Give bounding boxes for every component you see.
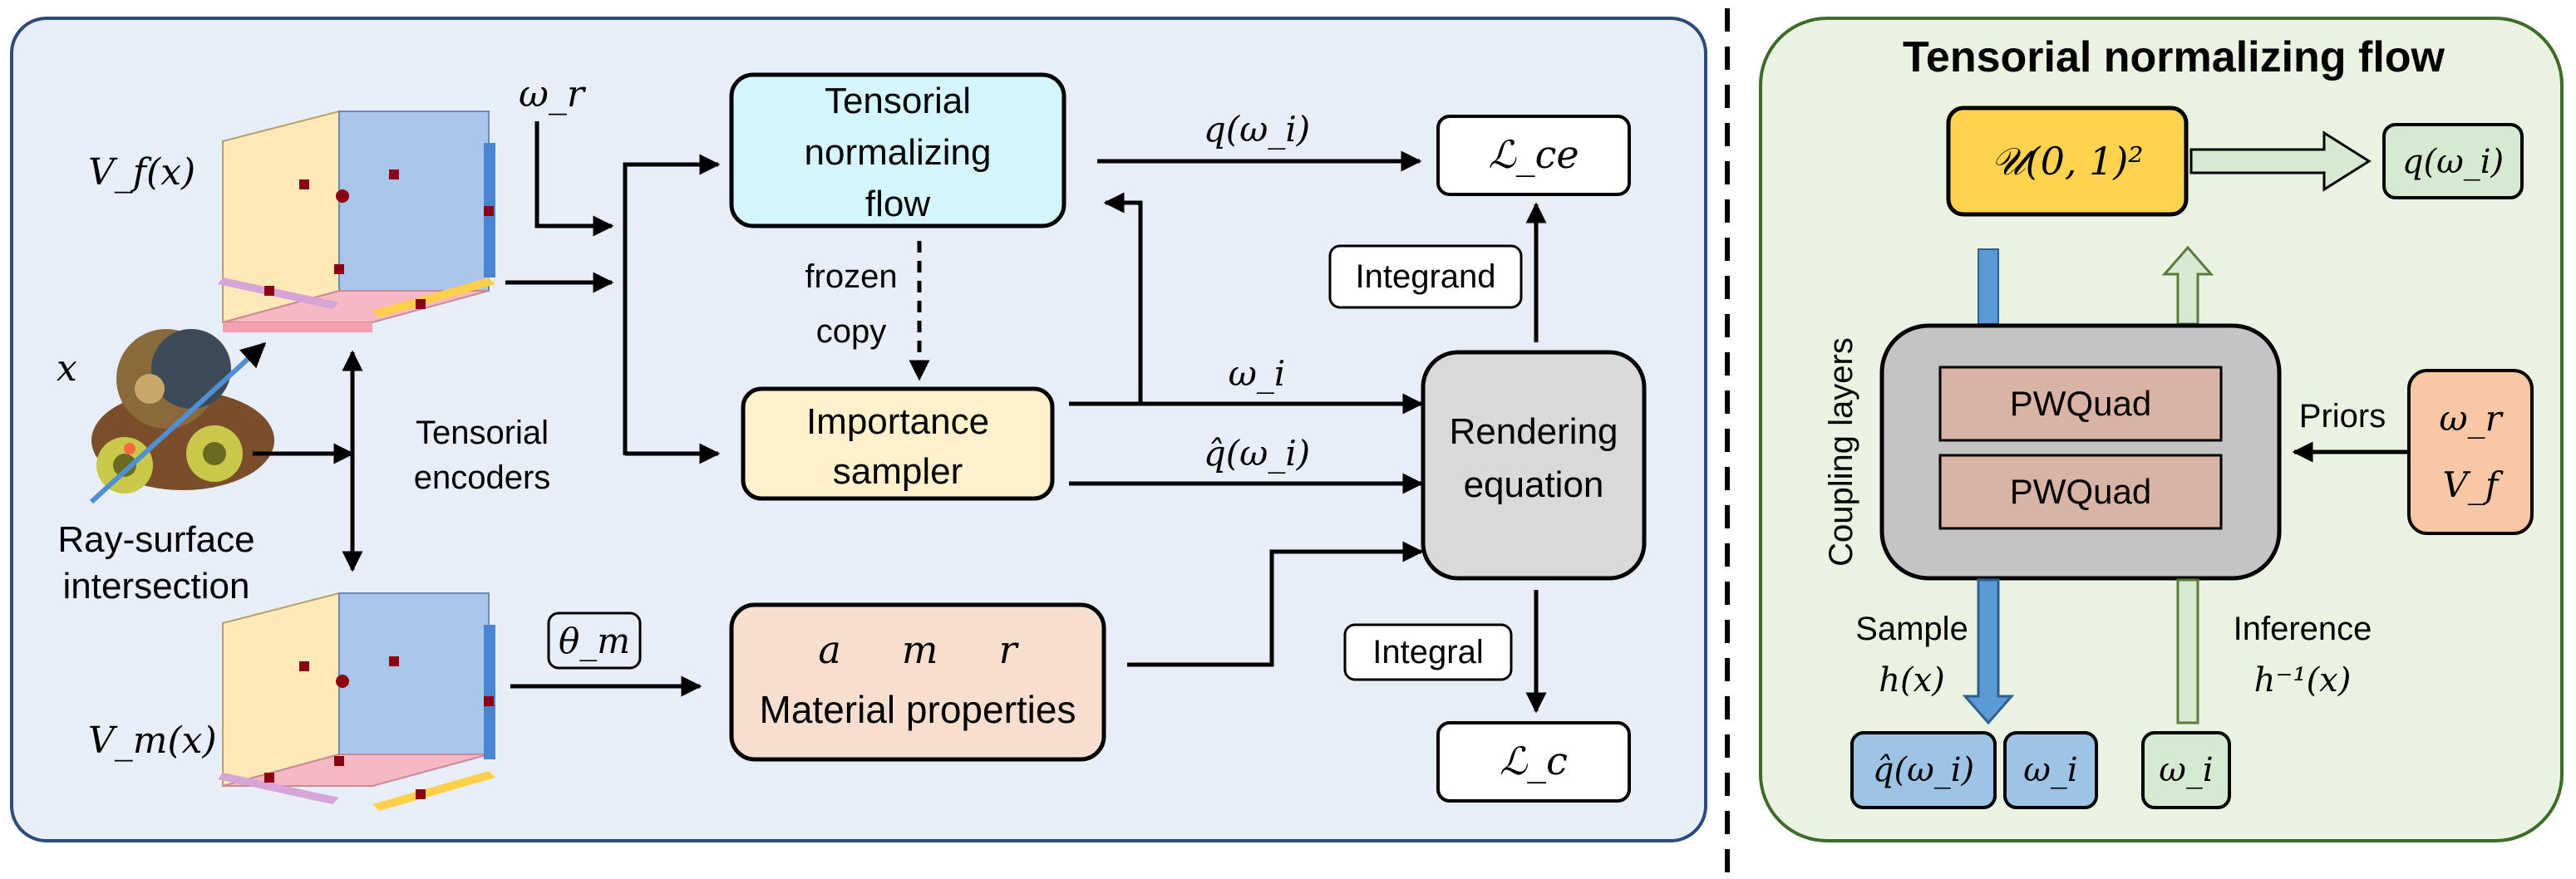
loss-ce-box (1436, 115, 1631, 196)
loss-ce-label: ℒ_ce (1488, 132, 1579, 177)
q-omega-label: q(ω_i) (1204, 109, 1310, 150)
integral-box (1343, 623, 1513, 681)
omega-r-label: ω_r (519, 73, 587, 115)
out-omega-label-blue: ω_i (2023, 751, 2077, 789)
pwquad-label-1: PWQuad (2010, 384, 2151, 423)
toy-object-icon (89, 329, 274, 504)
integrand-label: Integrand (1355, 258, 1495, 295)
inference-label: Inference (2234, 611, 2372, 647)
q-out-box (2382, 123, 2524, 199)
tnf-box (729, 72, 1066, 228)
render-label-line2: equation (1464, 464, 1604, 505)
prior-v-label: V_f (2443, 464, 2504, 505)
inference-shaft-bottom (2176, 578, 2199, 724)
volume-top-label: V_f(x) (88, 151, 195, 194)
out-omega-box-green (2141, 731, 2231, 809)
out-omega-box-blue (2003, 731, 2098, 809)
out-qhat-box (1850, 731, 1997, 809)
tnf-label-line2: normalizing (805, 132, 992, 173)
tnf-label-line3: flow (865, 184, 930, 224)
ray-label-line2: intersection (62, 566, 249, 606)
loss-c-box (1436, 721, 1631, 803)
omega-i-label: ω_i (1229, 353, 1286, 394)
split-to-tnf-arrow (623, 154, 721, 455)
priors-label: Priors (2299, 398, 2386, 435)
uniform-to-q-arrow (2189, 130, 2372, 192)
pwquad-layer-2 (1938, 454, 2223, 530)
integrand-box (1328, 244, 1523, 309)
integral-label: Integral (1372, 634, 1483, 670)
inference-arrow-top (2161, 245, 2214, 326)
right-panel-title: Tensorial normalizing flow (1903, 33, 2445, 81)
omega-i-feedback-arrow (1103, 192, 1143, 404)
tnf-label-line1: Tensorial (825, 81, 971, 121)
omega-r-arrow (534, 121, 614, 237)
sample-shaft-top (1978, 248, 1999, 325)
encoder-label-line2: encoders (414, 459, 551, 496)
ray-label-line1: Ray-surface (57, 519, 254, 560)
sample-arrow-bottom (1962, 578, 2015, 725)
coupling-layers-label: Coupling layers (1823, 337, 1859, 567)
q-out-label: q(ω_i) (2402, 143, 2504, 181)
encoder-label-line1: Tensorial (416, 415, 549, 451)
sample-fn-label: h(x) (1879, 661, 1945, 700)
importance-label-line2: sampler (833, 451, 963, 492)
out-omega-label-green: ω_i (2159, 751, 2213, 789)
material-to-render-arrow (1127, 541, 1424, 667)
pwquad-label-2: PWQuad (2010, 472, 2151, 511)
inference-fn-label: h⁻¹(x) (2254, 661, 2352, 700)
priors-box (2407, 369, 2534, 535)
importance-sampler-box (741, 386, 1055, 501)
material-properties-box (729, 602, 1106, 762)
importance-label-line1: Importance (806, 401, 989, 442)
feature-volume-icon (218, 110, 495, 332)
theta-m-box (547, 611, 642, 670)
frozen-label-line1: frozen (805, 258, 897, 295)
position-label: x (57, 347, 77, 390)
rendering-equation-box (1421, 350, 1647, 581)
theta-m-label: θ_m (559, 621, 630, 661)
qhat-omega-label: q̂(ω_i) (1204, 433, 1310, 474)
material-volume-icon (218, 592, 495, 811)
volume-bottom-label: V_m(x) (88, 719, 217, 762)
prior-omega-label: ω_r (2439, 398, 2504, 439)
out-qhat-label: q̂(ω_i) (1873, 751, 1974, 789)
uniform-box (1946, 106, 2189, 217)
material-label: Material properties (760, 688, 1076, 731)
uniform-label: 𝒰(0, 1)² (1991, 139, 2144, 184)
material-params: a m r (818, 627, 1019, 672)
pwquad-layer-1 (1938, 366, 2223, 442)
frozen-label-line2: copy (816, 313, 887, 350)
render-label-line1: Rendering (1449, 411, 1618, 452)
sample-label: Sample (1855, 611, 1968, 647)
loss-c-label: ℒ_c (1500, 739, 1568, 783)
coupling-layers-box (1879, 323, 2282, 581)
